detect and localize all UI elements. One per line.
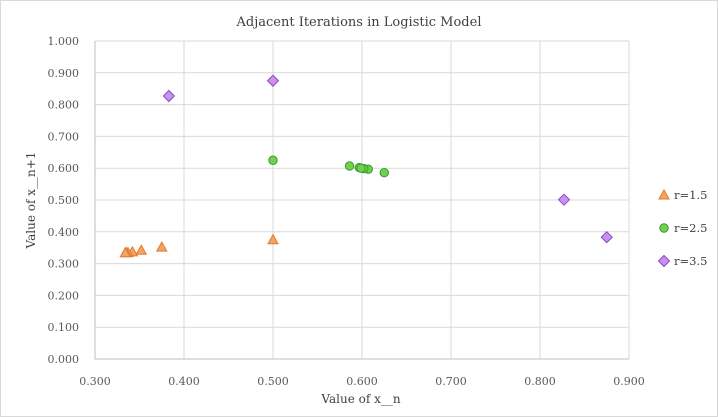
data-point [379,167,389,178]
legend-marker [659,223,669,233]
legend-marker [658,188,670,200]
x-tick-label: 0.600 [346,375,378,388]
legend-label: r=3.5 [674,254,707,268]
y-tick-label: 0.600 [48,162,80,175]
y-axis-title: Value of x__n+1 [24,152,38,250]
axes [94,41,629,360]
x-tick-label: 0.800 [524,375,556,388]
data-point [266,74,280,87]
x-tick-label: 0.400 [168,375,200,388]
y-tick-label: 0.900 [48,67,80,80]
legend-label: r=2.5 [674,221,707,235]
data-point [600,230,613,244]
y-tick-label: 0.200 [48,289,80,302]
data-point [267,233,279,245]
y-tick-label: 0.000 [48,353,80,366]
data-point [557,193,571,206]
x-tick-label: 0.700 [435,375,467,388]
series-r-1-5 [119,233,279,258]
data-point [135,244,148,255]
data-point [119,246,132,258]
series-r-3-5 [162,74,613,244]
x-axis-tick-labels: 0.300 0.400 0.500 0.600 0.700 0.800 0.900 [79,375,645,388]
x-tick-label: 0.900 [613,375,645,388]
y-tick-label: 1.000 [48,35,80,48]
x-tick-label: 0.500 [257,375,289,388]
legend: r=1.5 r=2.5 r=3.5 [657,188,707,268]
data-point [155,241,168,252]
legend-marker [657,254,671,268]
x-tick-label: 0.300 [79,375,111,388]
data-points [119,74,613,258]
gridlines [95,40,630,359]
series-r-2-5 [268,155,389,178]
y-tick-label: 0.800 [48,99,80,112]
y-axis-tick-labels: 0.000 0.100 0.200 0.300 0.400 0.500 0.600 0.700… [48,35,80,366]
data-point [162,89,176,103]
y-tick-label: 0.500 [48,194,80,207]
data-point [268,155,278,165]
y-tick-label: 0.400 [48,226,80,239]
chart-title: Adjacent Iterations in Logistic Model [236,15,482,30]
x-axis-title: Value of x__n [320,392,400,406]
data-point [356,163,366,173]
legend-label: r=1.5 [674,188,707,202]
y-tick-label: 0.100 [48,321,80,334]
y-tick-label: 0.700 [48,130,80,143]
data-point [344,161,355,171]
y-tick-label: 0.300 [48,258,80,271]
